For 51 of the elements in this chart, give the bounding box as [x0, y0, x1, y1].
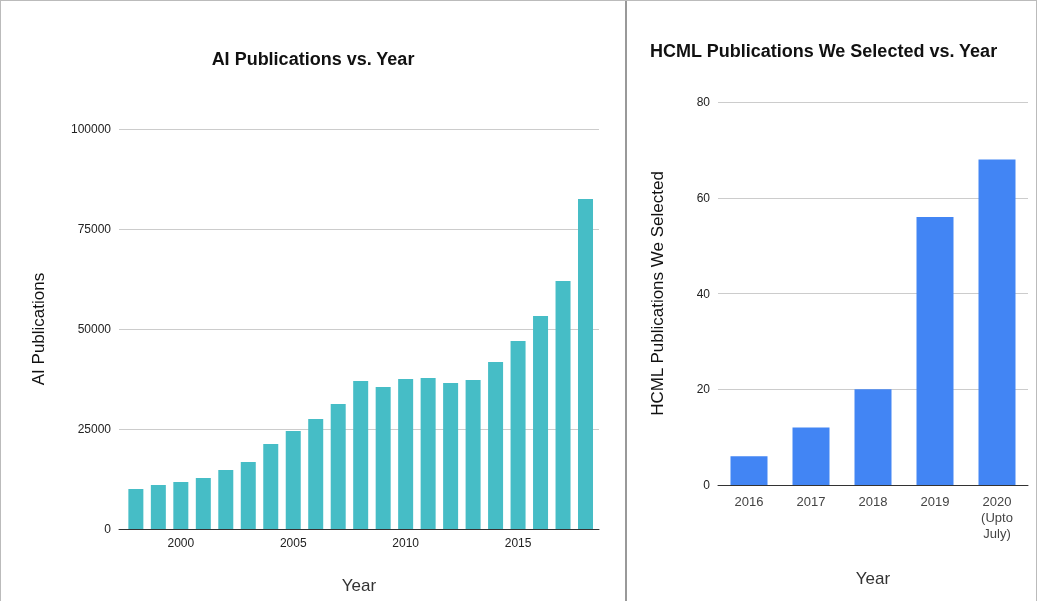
bar: [510, 341, 526, 529]
y-tick-label: 20: [696, 382, 711, 397]
bar: [420, 378, 436, 529]
bar: [978, 159, 1016, 485]
bar: [375, 387, 391, 529]
x-tick-label: 2000: [167, 536, 195, 550]
bar: [308, 419, 324, 529]
bar: [173, 482, 189, 529]
y-tick-label: 60: [696, 190, 711, 205]
x-tick-label: 2020 (Upto July): [981, 493, 1013, 541]
chart-title: AI Publications vs. Year: [211, 49, 415, 69]
bar: [263, 444, 279, 529]
bar: [150, 485, 166, 529]
bar: [240, 462, 256, 529]
x-tick-label: 2005: [279, 536, 307, 550]
bar: [916, 216, 954, 485]
bar: [218, 470, 234, 529]
bar: [285, 431, 301, 529]
y-tick-label: 0: [104, 522, 112, 536]
bar: [195, 478, 211, 529]
bar: [443, 383, 459, 529]
bar: [533, 316, 549, 529]
bar: [128, 489, 144, 529]
bar: [854, 389, 892, 485]
y-tick-label: 25000: [77, 422, 112, 436]
bar: [398, 379, 414, 529]
x-axis-title: Year: [855, 569, 891, 588]
bar: [488, 362, 504, 529]
chart-title: HCML Publications We Selected vs. Year: [650, 41, 998, 61]
bar: [730, 456, 768, 485]
x-tick-label: 2018: [858, 493, 888, 509]
bar: [792, 427, 830, 485]
bar: [353, 381, 369, 529]
bar: [330, 404, 346, 529]
y-tick-label: 0: [703, 478, 711, 492]
y-tick-label: 100000: [70, 122, 112, 136]
bar: [465, 380, 481, 529]
x-tick-label: 2010: [392, 536, 420, 550]
y-axis-title: AI Publications: [29, 272, 48, 386]
x-axis-title: Year: [341, 576, 377, 595]
x-tick-label: 2016: [734, 493, 764, 509]
x-tick-label: 2017: [796, 493, 826, 509]
bar: [555, 281, 571, 529]
y-tick-label: 50000: [77, 322, 112, 336]
y-axis-title: HCML Publications We Selected: [648, 171, 667, 416]
x-tick-label: 2015: [504, 536, 532, 550]
y-tick-label: 80: [696, 95, 711, 109]
bar: [578, 199, 594, 529]
y-tick-label: 40: [696, 286, 711, 301]
x-tick-label: 2019: [920, 493, 950, 509]
y-tick-label: 75000: [77, 222, 112, 236]
